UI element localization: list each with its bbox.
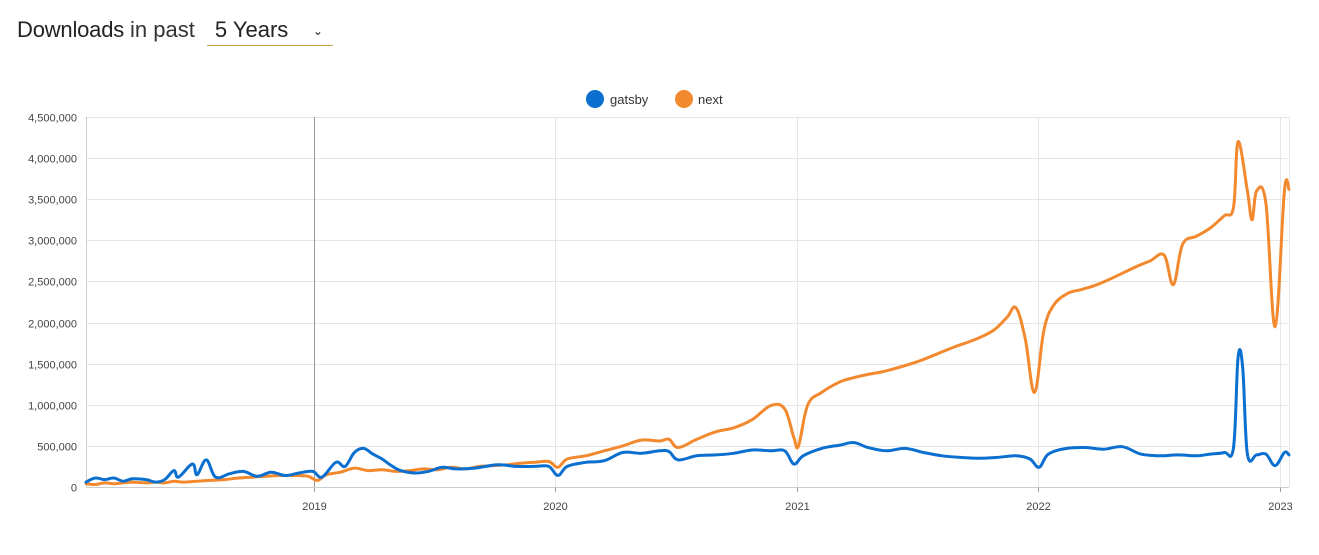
chart-series [84,140,1291,487]
legend-item-gatsby[interactable]: gatsby [586,90,649,108]
legend-swatch-next [675,90,693,108]
x-tick-label: 2020 [543,501,567,513]
y-tick-label: 500,000 [37,442,77,454]
chevron-down-icon: ⌄ [312,24,323,38]
downloads-title: Downloads [17,16,125,42]
chart-legend[interactable]: gatsby next [586,90,723,108]
downloads-qualifier: in past [130,16,195,42]
legend-item-next[interactable]: next [675,90,723,108]
y-tick-label: 2,500,000 [28,277,77,289]
y-tick-label: 3,000,000 [28,236,77,248]
series-line-gatsby [84,348,1291,484]
y-tick-label: 2,000,000 [28,319,77,331]
y-tick-label: 1,500,000 [28,360,77,372]
legend-label-gatsby: gatsby [610,92,649,107]
chart-axes: 0 500,000 1,000,000 1,500,000 2,000,000 2,500… [28,113,1293,514]
y-tick-label: 4,000,000 [28,154,77,166]
time-range-select[interactable]: 5 Years ⌄ [206,14,333,46]
y-tick-label: 1,000,000 [28,401,77,413]
x-tick-label: 2022 [1026,501,1050,513]
legend-label-next: next [698,92,723,107]
series-line-next [84,140,1291,487]
y-tick-label: 0 [71,483,77,495]
x-tick-label: 2019 [302,501,326,513]
y-tick-label: 4,500,000 [28,113,77,125]
legend-swatch-gatsby [586,90,604,108]
time-range-value: 5 Years [214,16,289,42]
x-tick-label: 2023 [1268,501,1292,513]
chart-grid [86,117,1289,488]
downloads-header: Downloads in past 5 Years ⌄ [17,14,333,50]
y-tick-label: 3,500,000 [28,195,77,207]
x-tick-label: 2021 [785,501,809,513]
